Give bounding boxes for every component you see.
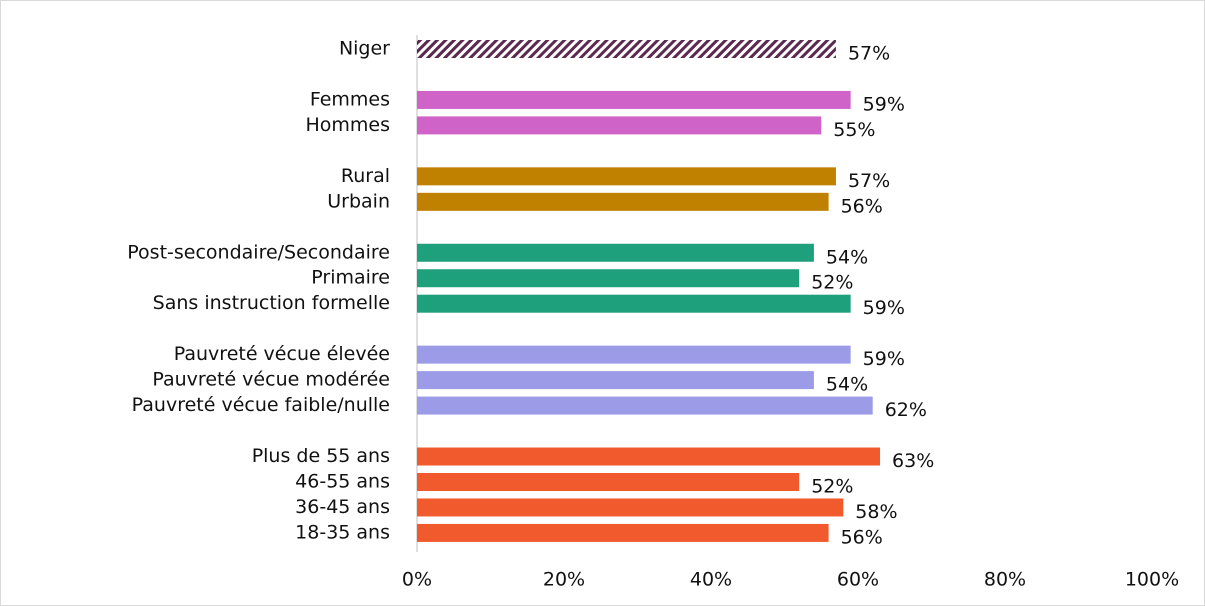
bar (417, 447, 881, 466)
value-label: 63% (892, 450, 934, 472)
x-tick-label: 40% (690, 569, 732, 591)
y-tick-label: Pauvreté vécue modérée (152, 369, 390, 391)
y-tick-label: Niger (339, 38, 390, 60)
y-tick-label: Rural (341, 165, 390, 187)
bar (417, 116, 822, 135)
y-tick-label: Pauvreté vécue élevée (174, 343, 390, 365)
value-label: 57% (848, 43, 890, 65)
bar (417, 345, 851, 364)
y-tick-label: Femmes (310, 88, 390, 110)
bar (417, 167, 836, 186)
x-tick-label: 20% (543, 569, 585, 591)
bar (417, 396, 873, 415)
value-label: 59% (863, 297, 905, 319)
value-label: 56% (841, 195, 883, 217)
value-label: 55% (833, 119, 875, 141)
y-tick-label: Primaire (311, 267, 390, 289)
y-tick-label: Post-secondaire/Secondaire (127, 241, 390, 263)
value-label: 56% (841, 526, 883, 548)
y-tick-label: 18-35 ans (295, 521, 390, 543)
bar (417, 243, 814, 262)
bar (417, 294, 851, 313)
y-tick-label: Sans instruction formelle (153, 292, 390, 314)
value-label: 62% (885, 399, 927, 421)
value-label: 52% (811, 475, 853, 497)
value-label: 54% (826, 374, 868, 396)
value-label: 59% (863, 348, 905, 370)
x-tick-label: 80% (984, 569, 1026, 591)
y-tick-label: 36-45 ans (295, 496, 390, 518)
bar (417, 472, 800, 491)
bar (417, 371, 814, 390)
value-label: 54% (826, 246, 868, 268)
value-label: 58% (855, 501, 897, 523)
bar (417, 90, 851, 109)
y-tick-label: Pauvreté vécue faible/nulle (132, 394, 390, 416)
y-tick-label: Urbain (327, 190, 390, 212)
bar (417, 269, 800, 288)
y-tick-label: 46-55 ans (295, 470, 390, 492)
y-tick-label: Hommes (305, 114, 390, 136)
value-label: 57% (848, 170, 890, 192)
bar (417, 192, 829, 211)
x-tick-label: 0% (402, 569, 432, 591)
bar (417, 523, 829, 542)
x-tick-label: 100% (1125, 569, 1179, 591)
x-tick-label: 60% (837, 569, 879, 591)
bar (417, 498, 844, 517)
bar (417, 40, 836, 58)
value-label: 52% (811, 272, 853, 294)
y-tick-label: Plus de 55 ans (252, 445, 390, 467)
value-label: 59% (863, 93, 905, 115)
